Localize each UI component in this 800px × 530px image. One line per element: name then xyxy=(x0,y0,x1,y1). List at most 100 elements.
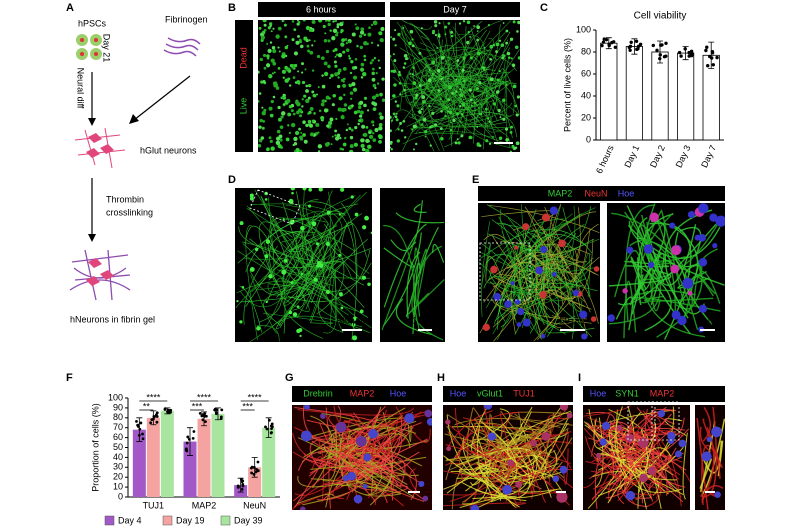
fiber xyxy=(272,245,371,279)
cell xyxy=(482,68,486,71)
fiber xyxy=(442,42,486,114)
cell xyxy=(711,426,722,438)
cell xyxy=(371,67,375,71)
cell xyxy=(339,147,343,151)
cell xyxy=(396,104,400,108)
cell xyxy=(360,67,365,72)
y-tick-label: 100 xyxy=(576,24,591,34)
fiber xyxy=(280,254,341,295)
cell xyxy=(363,453,372,462)
cell xyxy=(476,142,480,146)
side-bar xyxy=(235,20,253,152)
panel-a-diagram xyxy=(69,34,201,301)
fiber xyxy=(303,210,336,293)
fiber xyxy=(597,453,647,510)
fiber xyxy=(625,204,655,321)
fiber xyxy=(409,468,420,494)
cell xyxy=(363,132,368,137)
fiber xyxy=(294,405,342,508)
fiber xyxy=(627,224,721,260)
legend-swatch xyxy=(220,515,231,526)
panel-label: D xyxy=(228,174,236,186)
fiber xyxy=(305,244,344,333)
cell xyxy=(712,243,718,249)
point xyxy=(634,39,639,43)
cell xyxy=(249,193,254,198)
cell xyxy=(470,136,473,139)
point xyxy=(683,47,687,51)
cell xyxy=(375,93,379,98)
x-tick-label: Day 1 xyxy=(622,144,641,170)
cell xyxy=(469,98,473,102)
fiber xyxy=(402,20,432,30)
cell xyxy=(402,26,405,29)
cell xyxy=(272,81,277,86)
cell xyxy=(261,126,265,130)
cell xyxy=(275,140,281,146)
cell xyxy=(272,95,276,99)
fiber xyxy=(443,21,488,111)
cell xyxy=(492,94,495,97)
label: hPSCs xyxy=(78,18,107,28)
cell xyxy=(273,71,276,74)
cell xyxy=(428,105,431,108)
cell xyxy=(311,69,315,72)
cell xyxy=(343,136,347,140)
cell xyxy=(340,115,345,120)
cell xyxy=(295,40,300,45)
fiber xyxy=(406,251,421,319)
fiber xyxy=(623,280,637,339)
fiber xyxy=(547,437,573,479)
cell xyxy=(325,242,330,246)
cell xyxy=(461,103,466,107)
cell xyxy=(502,22,505,24)
cell xyxy=(308,123,314,128)
cell xyxy=(424,129,428,134)
label: hGlut neurons xyxy=(140,145,197,155)
micrograph xyxy=(583,405,690,510)
cell xyxy=(264,254,269,259)
fiber xyxy=(413,58,445,151)
y-tick-label: 40 xyxy=(113,452,123,462)
cell xyxy=(330,73,334,78)
cell xyxy=(418,110,422,114)
cell xyxy=(390,54,392,58)
point xyxy=(601,40,606,44)
y-tick-label: 10 xyxy=(113,481,123,491)
cell xyxy=(394,44,397,47)
fiber xyxy=(628,427,682,507)
error-bar xyxy=(265,417,272,438)
cell xyxy=(342,83,347,88)
cell xyxy=(440,77,443,81)
cell xyxy=(515,113,519,117)
cell xyxy=(459,93,464,98)
cell xyxy=(412,148,415,151)
cell xyxy=(400,129,404,132)
cell xyxy=(698,304,708,313)
cell xyxy=(415,93,418,96)
cell xyxy=(262,53,267,58)
point xyxy=(604,37,609,42)
cell xyxy=(337,68,342,73)
cell xyxy=(270,146,275,151)
bar xyxy=(197,418,211,497)
cell xyxy=(363,41,368,46)
cell xyxy=(290,188,296,191)
fiber xyxy=(476,405,490,475)
cell xyxy=(336,421,347,433)
cell xyxy=(302,133,306,137)
cell xyxy=(271,46,276,50)
cell xyxy=(403,54,408,58)
error-bar xyxy=(605,37,612,50)
cell xyxy=(305,98,310,104)
fiber xyxy=(547,414,572,469)
cell xyxy=(516,30,519,33)
stain-label: MAP2 xyxy=(350,388,375,398)
y-tick-label: 70 xyxy=(113,422,123,432)
cell xyxy=(381,98,385,102)
cell xyxy=(493,292,502,301)
cell xyxy=(303,139,308,144)
micrograph xyxy=(607,203,725,342)
cell xyxy=(476,38,480,42)
fiber xyxy=(425,77,477,123)
